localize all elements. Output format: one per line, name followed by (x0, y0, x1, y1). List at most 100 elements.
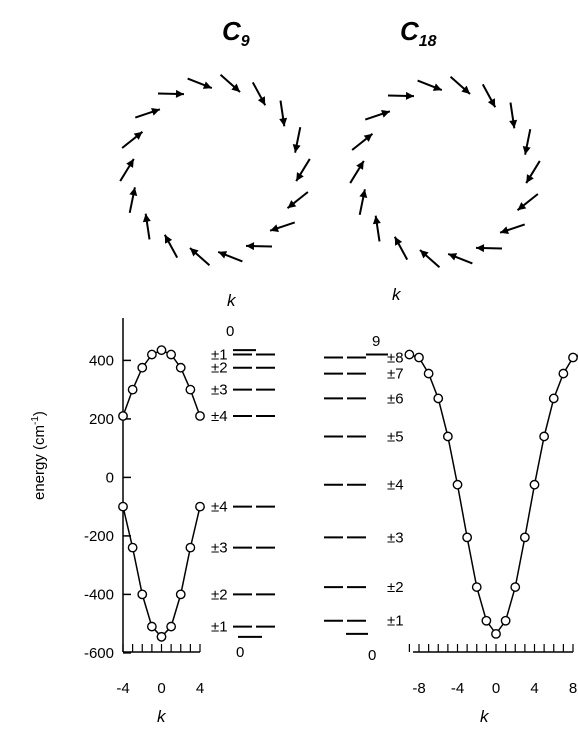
curves (118, 345, 578, 642)
levels-right-k-header: k (392, 285, 402, 304)
c9-upper-band-point (195, 411, 205, 421)
c9-upper-band-point (118, 411, 128, 421)
x-tick-label: -8 (412, 680, 425, 697)
c9-lower-band-point (127, 542, 138, 553)
level-label: ±1 (211, 347, 228, 364)
y-ticks: -600 -400 -200 0 200 400 (84, 352, 131, 662)
c9-upper-band-point (127, 384, 138, 395)
y-tick-label: -600 (84, 645, 114, 662)
level-label: ±1 (211, 619, 228, 636)
level-label: ±4 (211, 408, 228, 425)
spin-arrow-head (476, 244, 485, 253)
c9-upper-band-point (146, 349, 157, 360)
y-tick-label: 0 (106, 469, 114, 486)
spin-arrow-head (126, 158, 134, 168)
level-label: ±4 (211, 499, 228, 516)
right-panel-title: C18 (400, 16, 437, 50)
spin-arrow-head (372, 215, 381, 225)
c9-lower-band-point (195, 501, 205, 512)
spin-arrow-head (405, 91, 414, 100)
level-label: ±3 (387, 529, 404, 546)
level-label: ±2 (211, 360, 228, 377)
levels-right-k9-top: 9 (372, 333, 380, 350)
x-ticks-c18: -8 -4 0 4 8 (408, 644, 577, 697)
c9-upper-band-line (122, 349, 201, 417)
c9-upper-band-point (166, 349, 177, 360)
c9-upper-band-point (156, 345, 167, 356)
c18-band-point (510, 582, 521, 592)
levels-left-k0-bottom: 0 (236, 644, 244, 661)
spin-arrow-head (419, 250, 429, 259)
c9-lower-band-point (146, 621, 157, 632)
spin-arrow-head (287, 200, 297, 209)
y-tick-label: 400 (89, 352, 114, 369)
spin-arrow-head (394, 236, 403, 246)
c9-lower-band-point (185, 542, 196, 553)
spin-arrow-head (129, 187, 138, 196)
c18-band-point (558, 368, 569, 379)
y-tick-label: 200 (89, 411, 114, 428)
level-label: ±8 (387, 349, 404, 366)
c9-upper-band-point (137, 362, 148, 373)
level-label: ±3 (211, 382, 228, 399)
spin-arrow-head (231, 83, 241, 92)
x-tick-label: 0 (157, 680, 165, 697)
spin-arrow-head (363, 133, 373, 142)
spin-arrow-head (432, 83, 442, 91)
spin-arrow-head (270, 224, 279, 232)
c9-lower-band-point (166, 621, 177, 632)
level-label: ±3 (211, 540, 228, 557)
levels-left-k-header: k (227, 291, 237, 310)
spin-arrow-head (356, 160, 364, 170)
x-axis-label-c18: k (480, 707, 490, 726)
c18-band-point (548, 393, 559, 404)
spin-arrow-head (517, 202, 527, 211)
y-axis-label: energy (cm-1) (30, 411, 48, 500)
c9-lower-band-point (137, 589, 148, 600)
c18-band-point (519, 532, 530, 543)
x-tick-label: 0 (492, 680, 500, 697)
spin-arrow-head (526, 174, 534, 184)
spin-arrow-head (164, 234, 173, 244)
x-tick-label: 8 (569, 680, 577, 697)
spin-arrow-head (175, 89, 184, 98)
spin-arrow-head (292, 144, 301, 153)
c18-band-point (404, 349, 415, 360)
y-tick-label: -200 (84, 528, 114, 545)
level-label: ±5 (387, 428, 404, 445)
c18-band-point (568, 352, 578, 363)
c18-band-point (500, 615, 511, 626)
level-label: ±6 (387, 390, 404, 407)
level-label: ±1 (387, 613, 404, 630)
x-tick-label: -4 (451, 680, 464, 697)
level-label: ±7 (387, 366, 404, 383)
spin-arrow-head (381, 110, 390, 118)
arrow-ring-c9 (119, 73, 311, 267)
c18-band-point (462, 532, 473, 543)
spin-arrow-head (151, 108, 160, 116)
x-ticks-c9: -4 0 4 (116, 644, 204, 697)
spin-arrow-head (359, 189, 368, 198)
x-tick-label: 4 (196, 680, 204, 697)
spin-arrow-head (509, 119, 518, 129)
spin-arrow-head (133, 131, 143, 140)
spin-arrow-head (202, 81, 212, 89)
c18-band-point (414, 352, 424, 363)
c18-band-point (481, 615, 492, 626)
c18-band-point (433, 393, 444, 404)
x-axis-label-c9: k (157, 707, 167, 726)
spin-arrow-head (142, 213, 151, 223)
levels-right-k0-bottom: 0 (368, 647, 376, 664)
c18-band-point (491, 628, 501, 639)
c9-energy-levels: ±1±2±3±4±4±3±2±1 (211, 347, 275, 638)
y-tick-label: -400 (84, 586, 114, 603)
levels-left-k0-top: 0 (226, 323, 234, 340)
spin-arrow-head (257, 96, 266, 106)
c9-dispersion-plot (122, 318, 200, 653)
spin-arrow-head (218, 251, 228, 259)
spin-arrow-head (522, 146, 531, 155)
spin-arrow-head (448, 253, 458, 261)
level-label: ±4 (387, 477, 404, 494)
x-tick-label: 4 (530, 680, 538, 697)
